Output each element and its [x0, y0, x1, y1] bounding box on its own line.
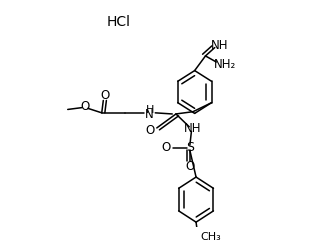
Text: HCl: HCl [107, 15, 131, 29]
Text: O: O [161, 141, 171, 154]
Text: CH₃: CH₃ [201, 233, 222, 242]
Text: O: O [80, 99, 89, 113]
Text: H: H [145, 105, 154, 115]
Text: NH₂: NH₂ [213, 58, 236, 71]
Text: O: O [146, 124, 155, 137]
Text: NH: NH [211, 39, 229, 52]
Text: O: O [100, 89, 110, 102]
Text: S: S [186, 141, 194, 154]
Text: N: N [144, 108, 153, 121]
Text: O: O [185, 160, 194, 173]
Text: NH: NH [184, 122, 202, 135]
